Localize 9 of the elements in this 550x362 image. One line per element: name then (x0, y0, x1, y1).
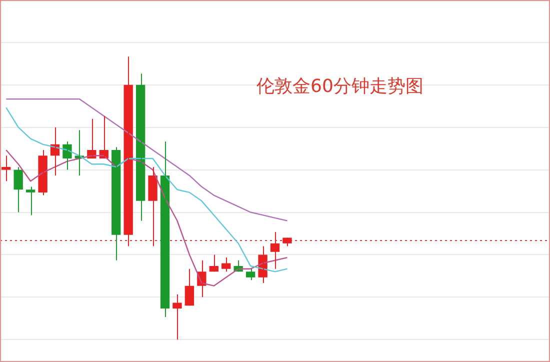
candlestick (222, 257, 231, 272)
text: 伦敦金60分钟走势图 (256, 75, 424, 98)
candlestick (148, 166, 158, 247)
candlestick (246, 268, 256, 281)
candlestick (172, 294, 182, 340)
candlestick (2, 155, 11, 182)
candlestick (282, 237, 292, 247)
candlestick (26, 186, 36, 216)
candlestick (38, 149, 48, 196)
